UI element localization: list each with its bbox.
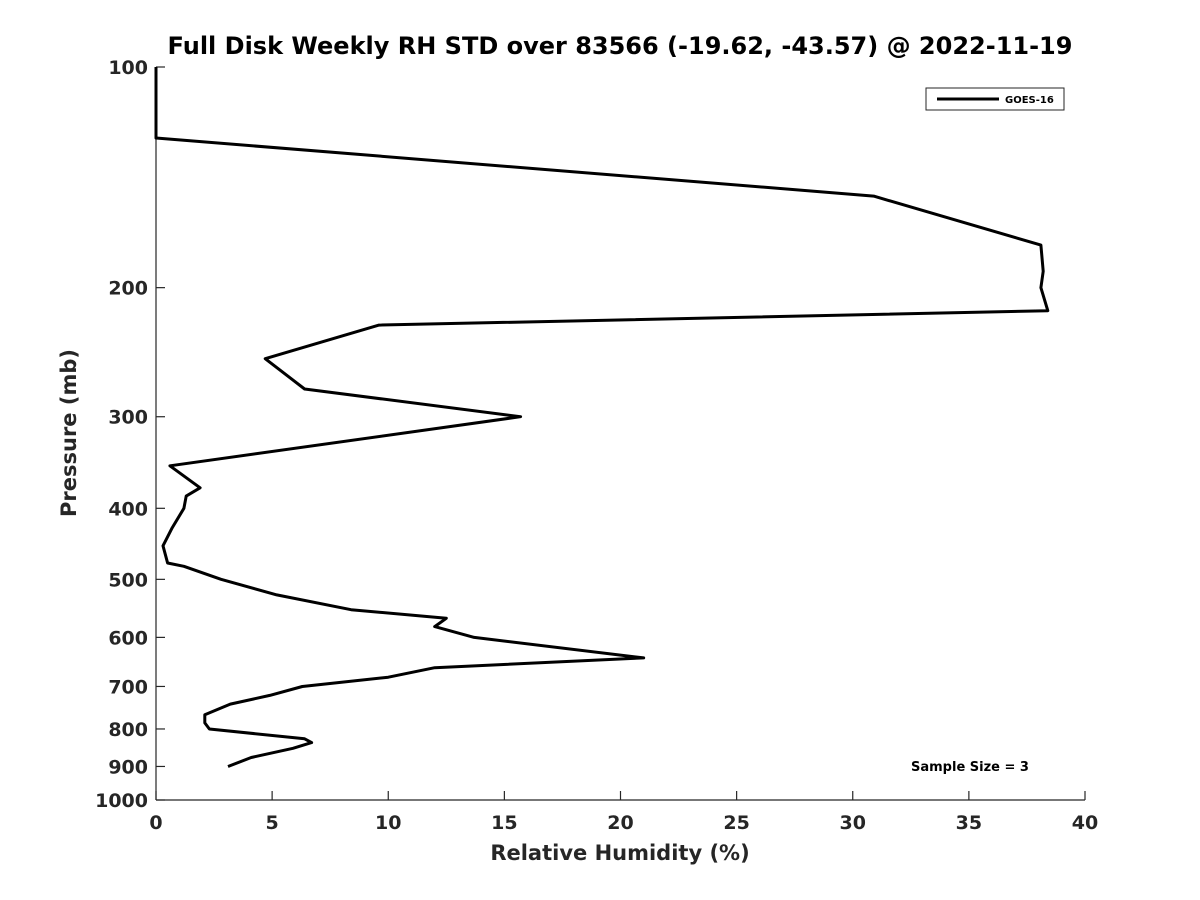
y-tick-label: 400 [108,498,148,520]
x-tick-label: 20 [607,812,633,834]
y-tick-label: 600 [108,627,148,649]
x-tick-label: 30 [840,812,866,834]
x-tick-label: 25 [723,812,749,834]
chart-title: Full Disk Weekly RH STD over 83566 (-19.… [168,32,1073,60]
y-tick-label: 200 [108,278,148,300]
sample-size-annotation: Sample Size = 3 [911,760,1029,775]
legend-label-goes-16: GOES-16 [1005,95,1054,106]
x-axis-label: Relative Humidity (%) [490,841,749,865]
x-axis-ticks: 0 5 10 15 20 25 30 35 40 [149,791,1098,834]
y-tick-label: 100 [108,57,148,79]
y-tick-label: 300 [108,407,148,429]
series-layer [154,67,1050,768]
x-tick-label: 15 [491,812,517,834]
legend: GOES-16 [925,87,1065,111]
x-tick-label: 5 [266,812,279,834]
x-tick-label: 35 [956,812,982,834]
x-tick-label: 40 [1072,812,1098,834]
y-tick-label: 500 [108,569,148,591]
y-tick-label: 800 [108,719,148,741]
y-axis-label: Pressure (mb) [57,349,81,517]
series-line-goes-16 [154,67,1050,768]
y-tick-label: 1000 [95,790,148,812]
y-axis-ticks: 100 200 300 400 500 600 700 800 900 1000 [95,57,165,812]
y-tick-label: 700 [108,676,148,698]
x-tick-label: 10 [375,812,401,834]
x-tick-label: 0 [149,812,162,834]
y-tick-label: 900 [108,756,148,778]
